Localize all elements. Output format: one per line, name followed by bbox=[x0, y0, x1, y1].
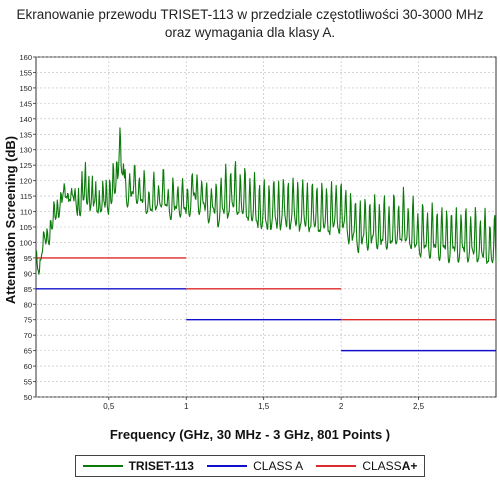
y-tick-label: 140 bbox=[19, 115, 32, 124]
y-tick-label: 150 bbox=[19, 84, 32, 93]
y-tick-label: 65 bbox=[24, 347, 32, 356]
y-tick-label: 125 bbox=[19, 161, 32, 170]
y-tick-label: 90 bbox=[24, 269, 32, 278]
legend-item-triset: TRISET-113 bbox=[82, 459, 194, 473]
x-axis-label: Frequency (GHz, 30 MHz - 3 GHz, 801 Poin… bbox=[109, 427, 391, 442]
y-tick-label: 60 bbox=[24, 362, 32, 371]
y-tick-label: 55 bbox=[24, 378, 32, 387]
x-tick-label: 2,5 bbox=[413, 402, 425, 411]
legend-label-class-a-plus-strong: A+ bbox=[401, 459, 418, 473]
legend-swatch-class-a-plus bbox=[316, 465, 357, 467]
legend: TRISET-113 CLASS A CLASS A+ bbox=[75, 455, 425, 477]
y-tick-label: 105 bbox=[19, 223, 32, 232]
y-tick-label: 70 bbox=[24, 331, 32, 340]
y-tick-label: 95 bbox=[24, 254, 32, 263]
legend-label-class-a: CLASS A bbox=[253, 459, 304, 473]
y-tick-label: 50 bbox=[24, 393, 32, 402]
legend-item-class-a-plus: CLASS A+ bbox=[316, 459, 417, 473]
legend-label-class-a-plus: CLASS bbox=[362, 459, 402, 473]
x-tick-label: 1,5 bbox=[258, 402, 270, 411]
y-tick-label: 145 bbox=[19, 99, 32, 108]
legend-label-triset: TRISET-113 bbox=[128, 459, 194, 473]
y-tick-label: 100 bbox=[19, 238, 32, 247]
series-line-triset-113 bbox=[35, 127, 497, 275]
chart-title: Ekranowanie przewodu TRISET-113 w przedz… bbox=[0, 6, 500, 42]
y-tick-label: 130 bbox=[19, 146, 32, 155]
x-tick-label: 2 bbox=[339, 402, 344, 411]
y-tick-label: 135 bbox=[19, 130, 32, 139]
legend-swatch-class-a bbox=[207, 465, 248, 467]
chart-title-line-1: Ekranowanie przewodu TRISET-113 w przedz… bbox=[16, 7, 484, 22]
y-tick-label: 155 bbox=[19, 68, 32, 77]
y-tick-label: 85 bbox=[24, 285, 32, 294]
y-tick-label: 75 bbox=[24, 316, 32, 325]
legend-swatch-triset bbox=[82, 465, 123, 467]
x-tick-label: 1 bbox=[184, 402, 189, 411]
y-tick-label: 160 bbox=[19, 53, 32, 62]
y-tick-label: 110 bbox=[20, 208, 32, 217]
y-tick-label: 120 bbox=[19, 177, 32, 186]
chart-title-line-2: oraz wymagania dla klasy A. bbox=[164, 25, 336, 40]
x-tick-label: 0,5 bbox=[103, 402, 115, 411]
y-tick-label: 80 bbox=[24, 300, 32, 309]
legend-item-class-a: CLASS A bbox=[207, 459, 303, 473]
y-tick-label: 115 bbox=[20, 192, 32, 201]
